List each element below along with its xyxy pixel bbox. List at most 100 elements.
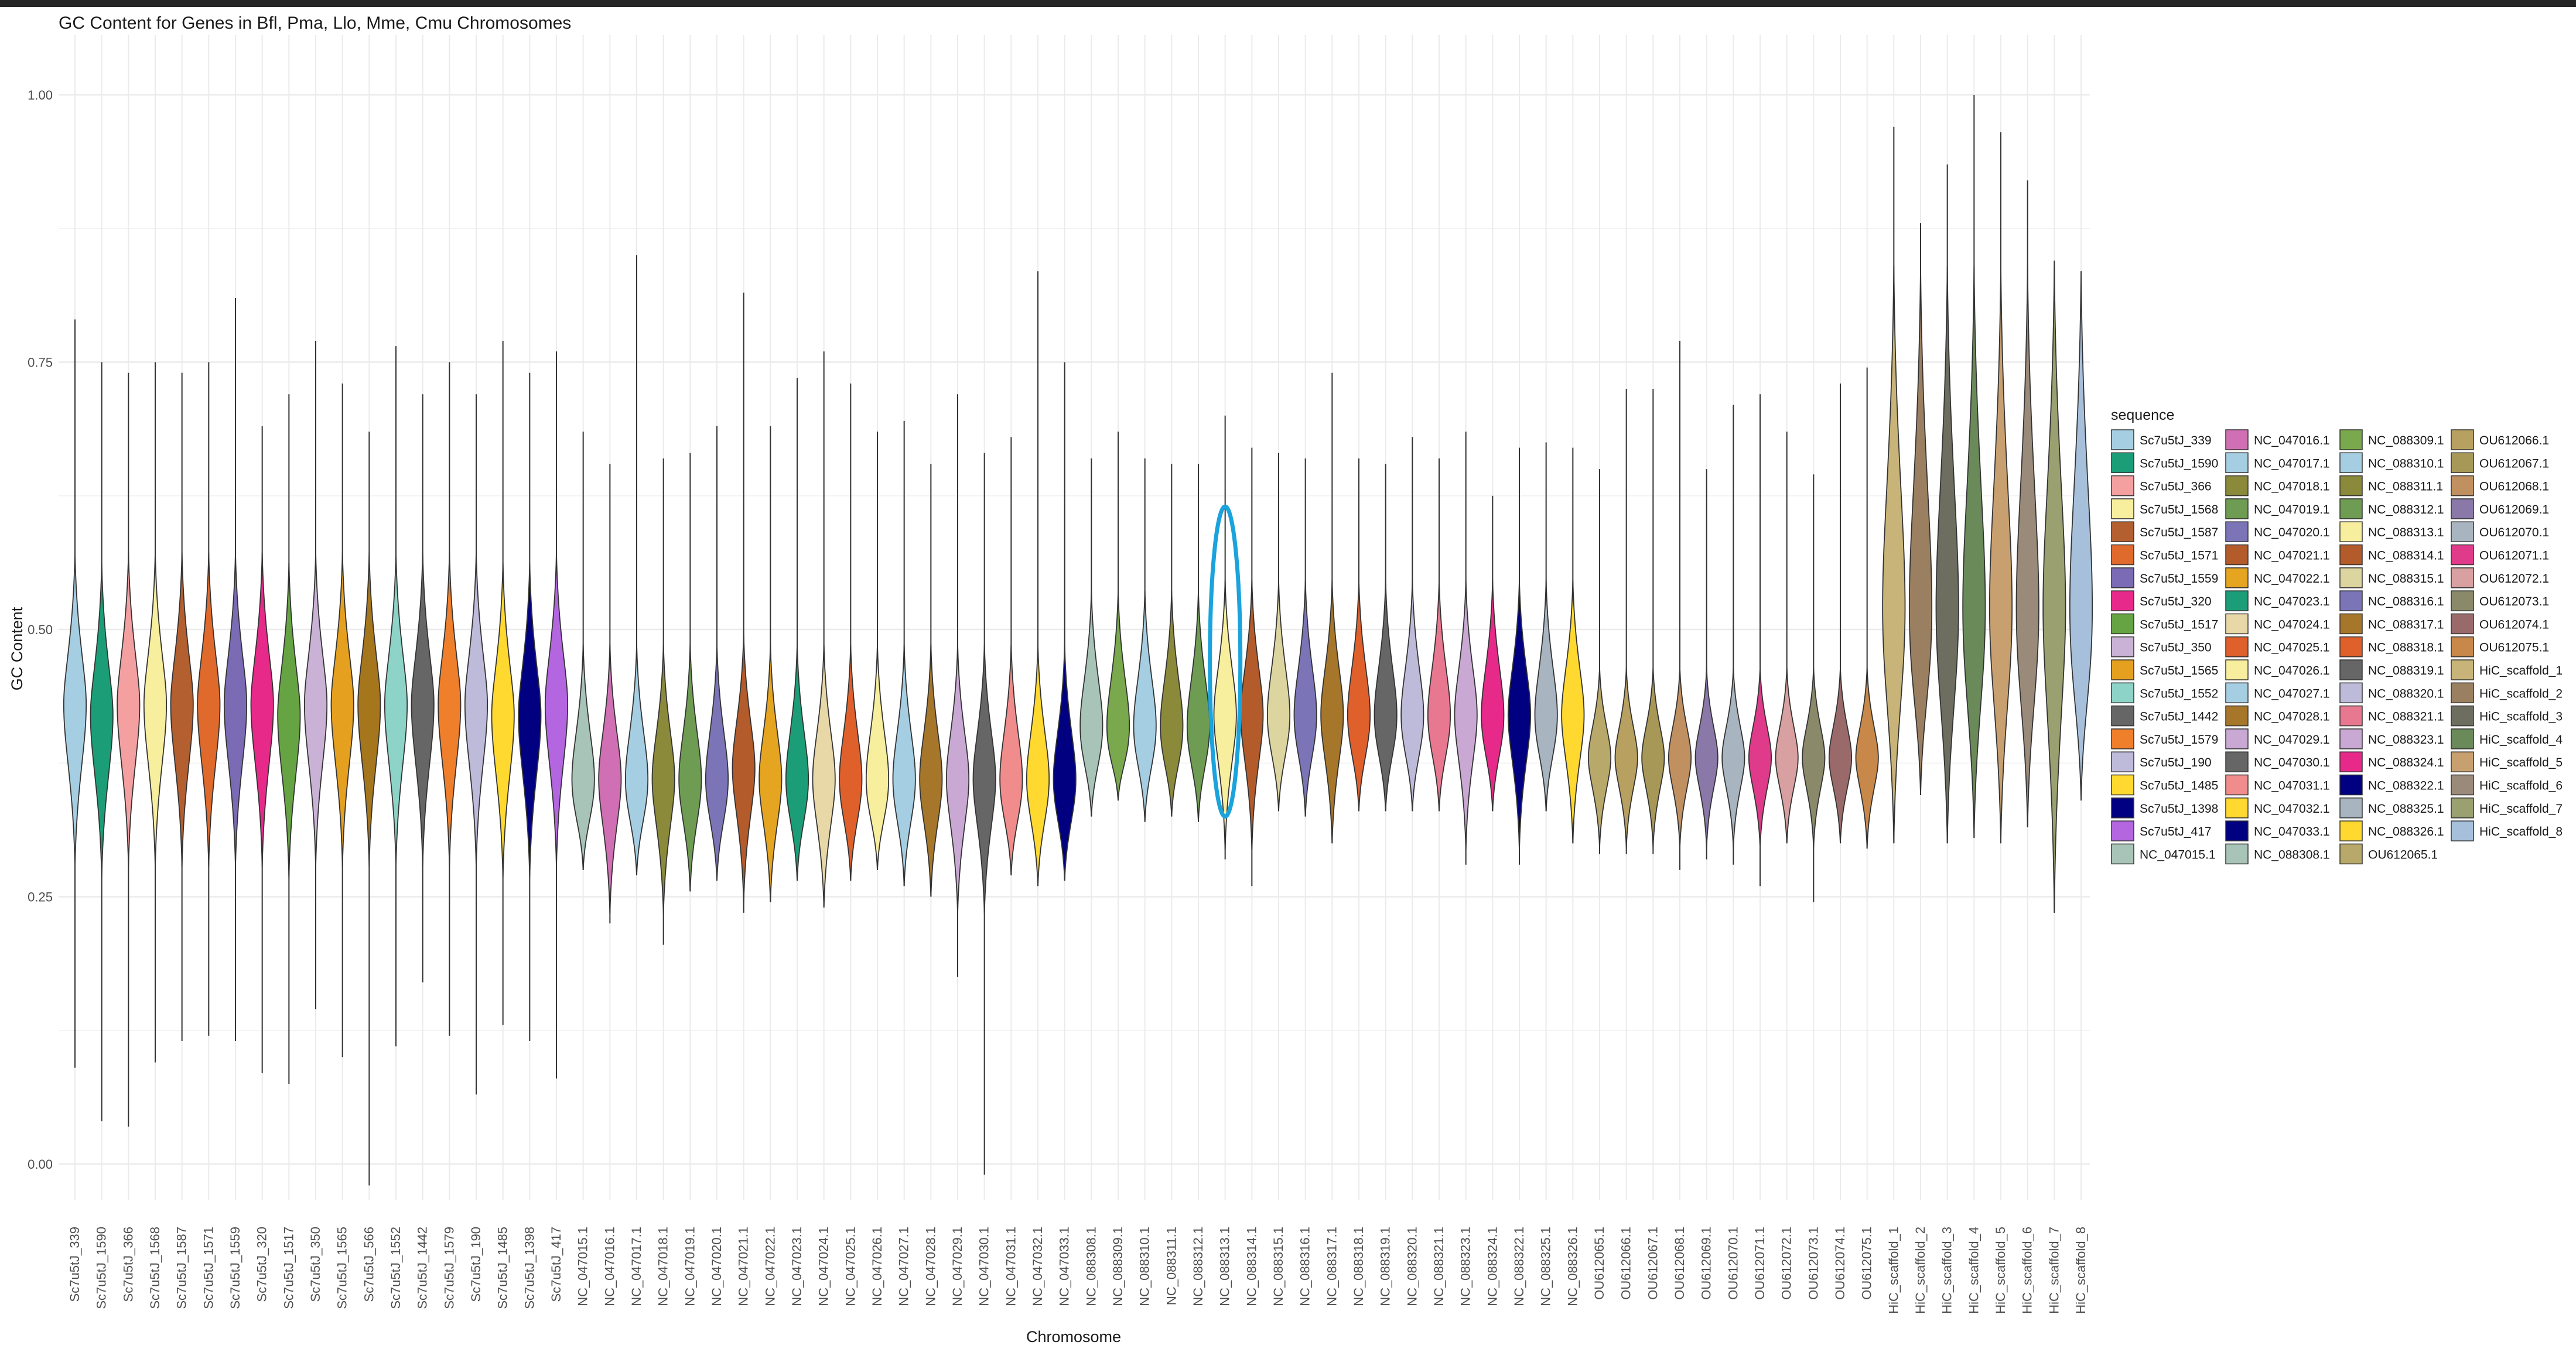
x-tick-label: NC_047019.1: [682, 1227, 697, 1306]
violin-nc-088324-1: [1481, 495, 1505, 812]
violin-hic-scaffold-7: [2042, 261, 2066, 913]
legend-item: Sc7u5tJ_1485: [2111, 774, 2218, 796]
violin-body: [759, 644, 783, 902]
legend-item: NC_047020.1: [2225, 521, 2330, 542]
legend-swatch: [2225, 567, 2249, 588]
violin-nc-088312-1: [1186, 463, 1211, 822]
legend-swatch: [2451, 728, 2474, 749]
violin-nc-088325-1: [1534, 442, 1558, 812]
legend-label: HiC_scaffold_5: [2479, 756, 2563, 769]
x-tick-label: Sc7u5tJ_320: [255, 1227, 269, 1302]
x-tick-label: NC_047028.1: [923, 1227, 938, 1306]
legend-swatch: [2451, 521, 2474, 542]
legend-swatch: [2339, 774, 2363, 796]
x-tick-label: NC_088310.1: [1137, 1227, 1152, 1306]
legend-swatch: [2339, 682, 2363, 704]
legend-swatch: [2339, 521, 2363, 542]
violin-hic-scaffold-8: [2069, 271, 2093, 801]
x-tick-label: NC_047026.1: [870, 1227, 884, 1306]
violin-hic-scaffold-2: [1908, 223, 1933, 796]
legend: sequence Sc7u5tJ_339 Sc7u5tJ_1590 Sc7u5tJ_…: [2111, 407, 2563, 865]
violin-nc-047024-1: [812, 351, 836, 908]
x-tick-label: NC_088325.1: [1539, 1227, 1553, 1306]
legend-swatch: [2339, 429, 2363, 450]
violin-body: [491, 563, 515, 878]
x-tick-label: Sc7u5tJ_1559: [228, 1227, 242, 1309]
x-tick-label: OU612075.1: [1860, 1227, 1874, 1300]
legend-swatch: [2339, 590, 2363, 611]
violin-ou612065-1: [1587, 469, 1612, 854]
violin-body: [1160, 591, 1184, 817]
legend-swatch: [2225, 659, 2249, 680]
plot-grid: [59, 35, 2090, 1200]
legend-item: OU612065.1: [2339, 843, 2438, 865]
legend-swatch: [2225, 774, 2249, 796]
violin-ou612074-1: [1828, 384, 1853, 844]
legend-label: NC_088320.1: [2368, 687, 2444, 700]
legend-item: Sc7u5tJ_417: [2111, 820, 2212, 841]
violin-body: [90, 563, 114, 878]
x-tick-label: NC_047029.1: [950, 1227, 965, 1306]
legend-label: NC_047033.1: [2254, 825, 2330, 838]
legend-item: Sc7u5tJ_1559: [2111, 567, 2218, 588]
violin-body: [1908, 266, 1933, 796]
legend-label: NC_047025.1: [2254, 641, 2330, 655]
legend-swatch: [2111, 544, 2134, 566]
legend-swatch: [2111, 774, 2134, 796]
legend-item: NC_047019.1: [2225, 498, 2330, 519]
violin-nc-047031-1: [999, 437, 1023, 876]
violin-sc7u5tj-1559: [223, 297, 248, 1042]
legend-swatch: [2225, 613, 2249, 635]
violin-body: [63, 552, 87, 867]
legend-swatch: [2111, 429, 2134, 450]
legend-swatch: [2339, 475, 2363, 497]
legend-item: Sc7u5tJ_1565: [2111, 659, 2218, 680]
legend-label: NC_047032.1: [2254, 802, 2330, 816]
violin-body: [892, 644, 916, 886]
legend-swatch: [2451, 774, 2474, 796]
violin-body: [1882, 266, 1906, 844]
legend-label: HiC_scaffold_2: [2479, 687, 2563, 700]
legend-label: NC_088314.1: [2368, 549, 2444, 563]
legend-swatch: [2225, 843, 2249, 865]
legend-swatch: [2111, 751, 2134, 772]
legend-swatch: [2451, 452, 2474, 474]
legend-label: Sc7u5tJ_1568: [2140, 503, 2218, 516]
violin-body: [518, 563, 542, 878]
legend-item: Sc7u5tJ_1398: [2111, 797, 2218, 819]
legend-label: NC_047026.1: [2254, 664, 2330, 677]
violin-body: [945, 644, 970, 914]
legend-label: HiC_scaffold_3: [2479, 710, 2563, 724]
legend-label: NC_047027.1: [2254, 687, 2330, 700]
x-tick-label: HiC_scaffold_2: [1913, 1227, 1928, 1314]
violin-nc-047017-1: [624, 255, 649, 876]
violin-body: [1775, 668, 1799, 844]
legend-label: NC_047024.1: [2254, 618, 2330, 631]
violin-nc-088323-1: [1454, 432, 1478, 865]
x-tick-label: HiC_scaffold_6: [2020, 1227, 2035, 1314]
violin-sc7u5tj-190: [464, 394, 488, 1095]
x-tick-label: OU612072.1: [1779, 1227, 1794, 1300]
legend-label: HiC_scaffold_6: [2479, 779, 2563, 793]
x-tick-label: HiC_scaffold_1: [1886, 1227, 1901, 1314]
legend-swatch: [2339, 544, 2363, 566]
legend-label: NC_088311.1: [2368, 480, 2443, 494]
legend-item: NC_047033.1: [2225, 820, 2330, 841]
legend-label: NC_088319.1: [2368, 664, 2444, 677]
x-tick-label: Sc7u5tJ_417: [549, 1227, 563, 1302]
violin-body: [1026, 644, 1050, 886]
x-tick-label: Sc7u5tJ_1587: [175, 1227, 189, 1309]
violin-body: [1293, 580, 1317, 817]
violin-body: [464, 552, 488, 867]
legend-swatch: [2451, 682, 2474, 704]
legend-swatch: [2225, 820, 2249, 841]
violin-ou612071-1: [1748, 394, 1772, 886]
violin-nc-047033-1: [1053, 362, 1077, 881]
legend-item: OU612070.1: [2451, 521, 2549, 542]
violin-body: [1962, 266, 1986, 838]
violins: [63, 95, 2093, 1186]
legend-swatch: [2111, 475, 2134, 497]
legend-item: NC_088325.1: [2339, 797, 2444, 819]
violin-nc-088321-1: [1427, 458, 1451, 812]
violin-nc-047032-1: [1026, 271, 1050, 886]
